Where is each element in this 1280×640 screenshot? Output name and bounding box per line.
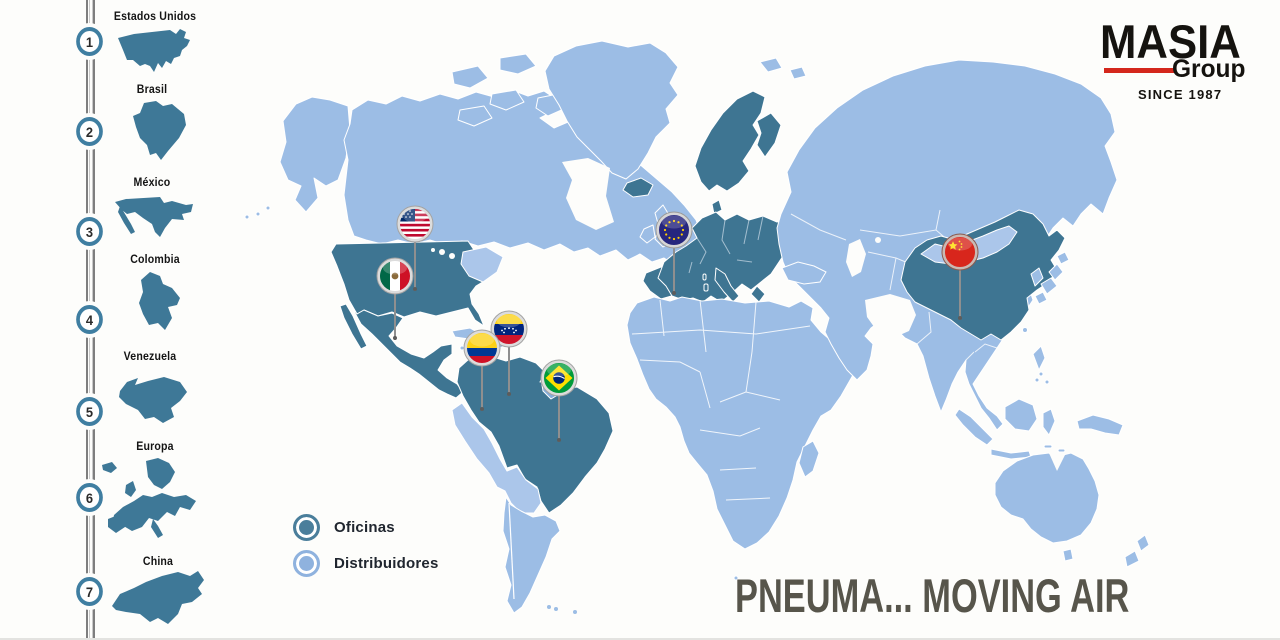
step-number-badge: 6 (76, 483, 103, 512)
step-number-badge: 5 (76, 397, 103, 426)
step-number-badge: 2 (76, 117, 103, 146)
mexico-flag-icon (376, 257, 414, 295)
country-label: Brasil (136, 82, 168, 96)
step-number-badge: 7 (76, 577, 103, 606)
map-europe-borders (688, 215, 764, 274)
pin-stick (958, 263, 962, 320)
legend-offices: Oficinas (293, 514, 395, 541)
tagline: PNEUMA... MOVING AIR (735, 570, 1130, 623)
colombia-flag-icon (463, 329, 501, 367)
venezuela-silhouette-icon (119, 377, 187, 423)
pin-stick (557, 389, 561, 442)
masia-group-logo: MASIA Group SINCE 1987 (1100, 18, 1260, 102)
venezuela-flag-icon (490, 310, 528, 348)
logo-group-text: Group (1172, 55, 1246, 83)
brazil-silhouette-icon (133, 101, 186, 160)
mexico-silhouette-icon (115, 197, 193, 237)
map-oceania (733, 251, 1150, 581)
china-flag-icon (941, 233, 979, 271)
hudson-bay (562, 158, 614, 230)
country-label: Estados Unidos (113, 9, 197, 23)
step-number-badge: 1 (76, 27, 103, 56)
pin-stick (413, 235, 417, 291)
china-silhouette-icon (112, 571, 204, 624)
pin-stick (672, 241, 676, 295)
logo-red-underline (1104, 68, 1176, 73)
country-label: China (142, 554, 174, 568)
offices-legend-dot (293, 514, 320, 541)
europe-silhouette-icon (102, 458, 196, 538)
map-africa (626, 296, 858, 550)
brazil-flag-icon (540, 359, 578, 397)
colombia-silhouette-icon (139, 272, 180, 330)
pin-stick (480, 359, 484, 411)
legend-distributors: Distribuidores (293, 550, 438, 577)
usa-flag-icon (396, 205, 434, 243)
usa-silhouette-icon (118, 29, 190, 72)
pin-stick (393, 287, 397, 340)
logo-brand-text: MASIA (1100, 14, 1241, 68)
europe-flag-icon (655, 211, 693, 249)
country-label: Europa (136, 439, 174, 453)
distributors-legend-label: Distribuidores (334, 555, 439, 572)
pin-stick (507, 340, 511, 396)
country-label: Colombia (130, 252, 180, 266)
offices-legend-label: Oficinas (334, 519, 395, 536)
country-label: Venezuela (123, 349, 177, 363)
step-number-badge: 4 (76, 305, 103, 334)
distributors-legend-dot (293, 550, 320, 577)
step-number-badge: 3 (76, 217, 103, 246)
country-label: México (133, 175, 171, 189)
logo-since-text: SINCE 1987 (1138, 87, 1223, 102)
